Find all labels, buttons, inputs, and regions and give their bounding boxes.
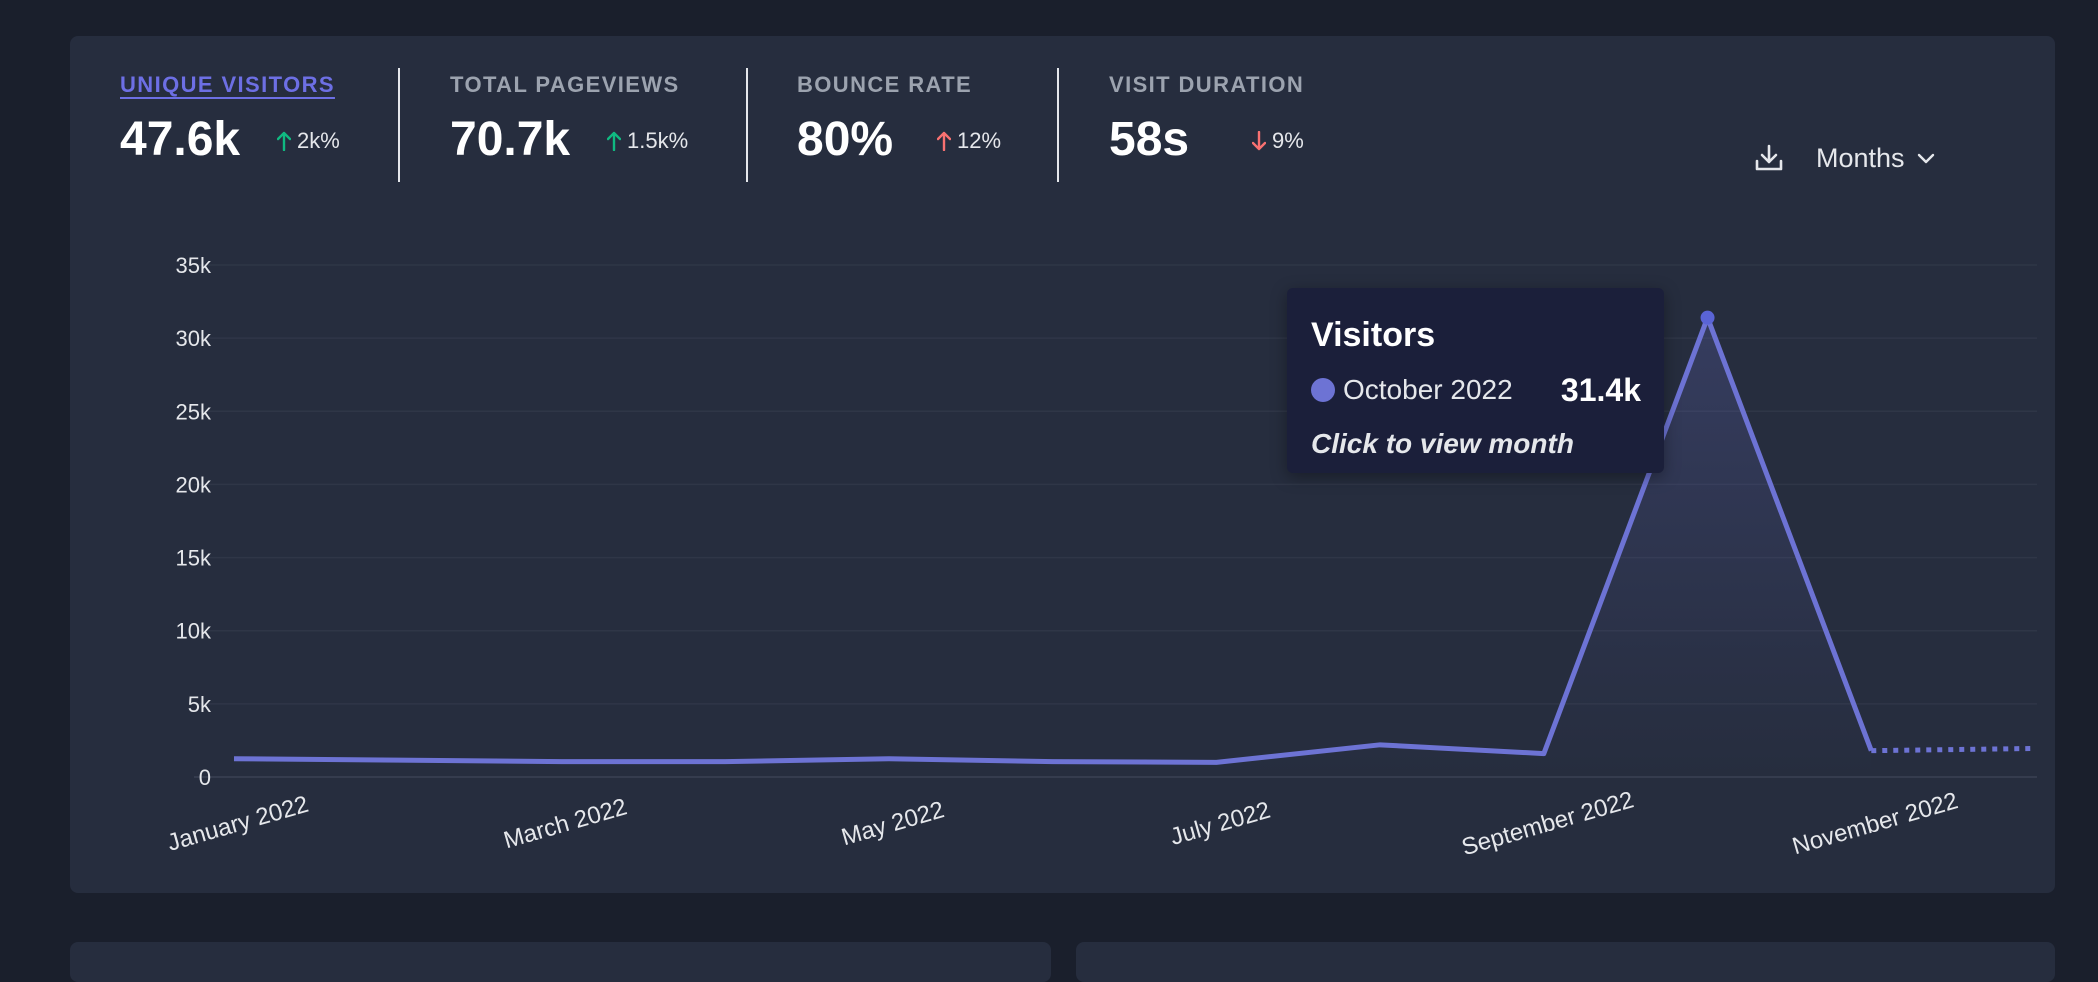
stat-value: 47.6k (120, 113, 241, 166)
interval-picker[interactable]: Months (1816, 143, 1935, 174)
arrow-up-icon (937, 131, 951, 151)
tooltip-title: Visitors (1311, 316, 1436, 354)
y-tick-label: 30k (176, 326, 212, 351)
arrow-down-icon (1252, 131, 1266, 151)
stat-change-value: 9% (1272, 128, 1304, 153)
stat-total-pageviews[interactable]: TOTAL PAGEVIEWS 70.7k 1.5k% (450, 36, 710, 166)
stat-change: 2k% (277, 128, 340, 154)
stat-title[interactable]: TOTAL PAGEVIEWS (450, 72, 680, 97)
bottom-left-panel (70, 942, 1051, 982)
arrow-up-icon (607, 131, 621, 151)
tooltip-label: October 2022 (1343, 374, 1513, 405)
y-tick-label: 25k (176, 399, 212, 424)
stat-divider (746, 68, 748, 182)
stat-value: 58s (1109, 113, 1190, 166)
chart-tooltip[interactable]: Visitors October 2022 31.4k Click to vie… (1287, 288, 1664, 473)
x-tick-label: January 2022 (164, 791, 311, 857)
x-tick-label: May 2022 (838, 796, 947, 851)
stat-divider (1057, 68, 1059, 182)
interval-label: Months (1816, 142, 1905, 173)
x-axis: January 2022 March 2022 May 2022 July 2022 S… (164, 786, 1961, 861)
stat-value: 70.7k (450, 113, 571, 166)
tooltip-value: 31.4k (1560, 372, 1641, 408)
chart-series (233, 315, 2036, 765)
y-tick-label: 35k (176, 253, 212, 278)
x-tick-label: March 2022 (501, 793, 630, 854)
stat-change-value: 1.5k% (627, 128, 689, 153)
y-tick-label: 20k (176, 472, 212, 497)
chevron-down-icon (1917, 153, 1934, 164)
series-line (233, 315, 1874, 765)
bottom-right-panel (1076, 942, 2055, 982)
x-tick-label: July 2022 (1167, 797, 1273, 851)
visitors-line-chart[interactable]: 0 5k 10k 15k 20k 25k 30k 35k January 2022 March … (70, 36, 2055, 893)
y-tick-label: 5k (188, 692, 212, 717)
stat-change: 1.5k% (607, 128, 688, 154)
area-fill (234, 317, 1872, 777)
stat-unique-visitors[interactable]: UNIQUE VISITORS 47.6k 2k% (120, 36, 350, 166)
stat-divider (398, 68, 400, 182)
stat-bounce-rate[interactable]: BOUNCE RATE 80% 12% (797, 36, 1037, 166)
download-button[interactable] (1752, 141, 1786, 175)
stat-value: 80% (797, 113, 894, 166)
y-tick-label: 0 (199, 765, 211, 790)
stat-visit-duration[interactable]: VISIT DURATION 58s 9% (1109, 36, 1349, 166)
chart-points (1700, 310, 1715, 325)
chart-area (234, 317, 1872, 777)
stat-title[interactable]: VISIT DURATION (1109, 72, 1305, 97)
stat-change: 9% (1252, 128, 1304, 154)
tooltip-hint: Click to view month (1311, 428, 1574, 459)
data-point[interactable] (1700, 310, 1715, 325)
stat-title[interactable]: UNIQUE VISITORS (120, 72, 335, 97)
x-tick-label: November 2022 (1789, 787, 1961, 860)
tooltip-row: October 2022 31.4k (1311, 372, 1641, 408)
download-icon (1755, 144, 1783, 171)
stat-change: 12% (937, 128, 1001, 154)
stat-change-value: 12% (957, 128, 1002, 153)
y-tick-label: 15k (176, 546, 212, 571)
y-tick-label: 10k (176, 619, 212, 644)
stat-title[interactable]: BOUNCE RATE (797, 72, 973, 97)
series-color-dot (1311, 378, 1335, 402)
arrow-up-icon (277, 131, 291, 151)
series-line-projected (1871, 745, 2036, 754)
graph-toolbar: Months (1752, 138, 1935, 178)
x-tick-label: September 2022 (1459, 786, 1637, 861)
y-axis: 0 5k 10k 15k 20k 25k 30k 35k (176, 253, 212, 790)
stat-change-value: 2k% (297, 128, 340, 153)
